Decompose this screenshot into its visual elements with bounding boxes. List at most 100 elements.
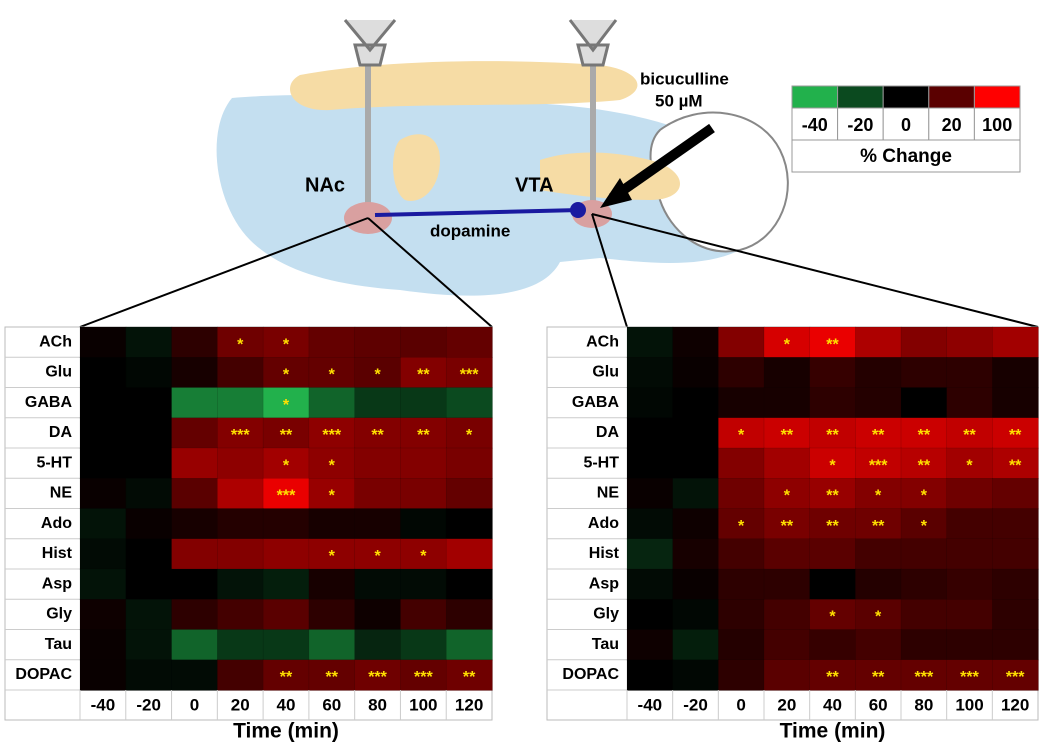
heatmap-cell — [79, 659, 127, 691]
significance-stars: *** — [1006, 669, 1025, 686]
heatmap-cell — [171, 659, 219, 691]
heatmap-cell — [308, 508, 356, 540]
heatmap-cell — [946, 447, 994, 479]
heatmap-cell — [855, 417, 902, 449]
heatmap-cell — [855, 447, 902, 479]
heatmap-cell — [79, 387, 127, 419]
row-label: Tau — [592, 636, 619, 653]
heatmap-cell — [217, 447, 264, 479]
heatmap-cell — [262, 357, 310, 389]
significance-stars: ** — [463, 669, 476, 686]
probe — [590, 40, 596, 215]
heatmap-cell — [809, 326, 857, 358]
heatmap-cell — [262, 659, 310, 691]
heatmap-cell — [445, 478, 493, 510]
heatmap-cell — [946, 599, 994, 631]
heatmap-cell — [125, 599, 173, 631]
heatmap-cell — [626, 599, 674, 631]
probe-holder — [343, 19, 397, 67]
heatmap-cell — [217, 659, 264, 691]
heatmap-cell — [171, 478, 219, 510]
row-label: GABA — [25, 394, 73, 411]
x-tick-label: 60 — [322, 695, 341, 714]
heatmap-cell — [400, 659, 447, 691]
heatmap-cell — [992, 387, 1039, 419]
heatmap-cell — [79, 538, 127, 570]
heatmap-cell — [992, 599, 1039, 631]
heatmap-cell — [809, 538, 857, 570]
heatmap-cell — [217, 357, 264, 389]
row-label: DOPAC — [562, 666, 619, 683]
heatmap-cell — [400, 387, 447, 419]
heatmap-cell — [718, 478, 765, 510]
significance-stars: * — [466, 427, 473, 444]
heatmap-cell — [308, 447, 356, 479]
heatmap-cell — [672, 447, 720, 479]
heatmap-cell — [445, 599, 493, 631]
heatmap-cell — [855, 538, 902, 570]
heatmap-cell — [125, 417, 173, 449]
legend-title: % Change — [860, 146, 952, 167]
heatmap-cell — [308, 568, 356, 600]
heatmap-cell — [79, 326, 127, 358]
row-label: Ado — [588, 515, 619, 532]
significance-stars: * — [784, 336, 791, 353]
legend-tick-label: -20 — [847, 115, 873, 135]
heatmap-cell — [308, 599, 356, 631]
heatmap-cell — [855, 326, 902, 358]
heatmap-cell — [308, 538, 356, 570]
significance-stars: *** — [960, 669, 979, 686]
x-tick-label: 80 — [914, 695, 933, 714]
heatmap-cell — [308, 387, 356, 419]
heatmap-cell — [217, 568, 264, 600]
x-tick-label: 40 — [823, 695, 842, 714]
row-label: Glu — [45, 364, 72, 381]
heatmap-cell — [672, 387, 720, 419]
legend-swatch — [791, 85, 839, 109]
heatmap-cell — [354, 568, 402, 600]
heatmap-cell — [992, 478, 1039, 510]
significance-stars: * — [420, 548, 427, 565]
heatmap-cell — [400, 417, 447, 449]
significance-stars: * — [921, 518, 928, 535]
x-tick-label: 20 — [231, 695, 250, 714]
significance-stars: ** — [872, 669, 885, 686]
significance-stars: * — [829, 609, 836, 626]
label-drug: bicuculline — [640, 69, 729, 88]
row-label: DA — [596, 424, 620, 441]
heatmap-cell — [400, 447, 447, 479]
row-label: NE — [50, 485, 73, 502]
heatmap-cell — [763, 659, 811, 691]
significance-stars: * — [329, 488, 336, 505]
x-tick-label: 0 — [736, 695, 745, 714]
row-label: 5-HT — [36, 454, 72, 471]
heatmap-cell — [718, 538, 765, 570]
heatmap-cell — [626, 478, 674, 510]
heatmap-cell — [946, 508, 994, 540]
significance-stars: *** — [322, 427, 341, 444]
heatmap-cell — [171, 387, 219, 419]
heatmap-cell — [171, 538, 219, 570]
heatmap-cell — [809, 508, 857, 540]
heatmap-cell — [855, 629, 902, 661]
significance-stars: * — [283, 336, 290, 353]
significance-stars: ** — [826, 336, 839, 353]
heatmap-cell — [354, 387, 402, 419]
heatmap-cell — [354, 538, 402, 570]
arrow-head — [600, 178, 632, 208]
row-label: Gly — [593, 606, 619, 623]
heatmap-cell — [809, 478, 857, 510]
heatmap-cell — [626, 629, 674, 661]
zoom-line — [79, 217, 369, 328]
heatmap-cell — [809, 357, 857, 389]
significance-stars: * — [738, 427, 745, 444]
heatmap-cell — [626, 538, 674, 570]
heatmap-cell — [718, 447, 765, 479]
row-label: Asp — [589, 575, 619, 592]
x-tick-label: 100 — [409, 695, 437, 714]
heatmap-cell — [626, 508, 674, 540]
heatmap-cell — [308, 478, 356, 510]
heatmap-cell — [672, 478, 720, 510]
x-tick-label: 100 — [955, 695, 983, 714]
heatmap-cell — [763, 568, 811, 600]
